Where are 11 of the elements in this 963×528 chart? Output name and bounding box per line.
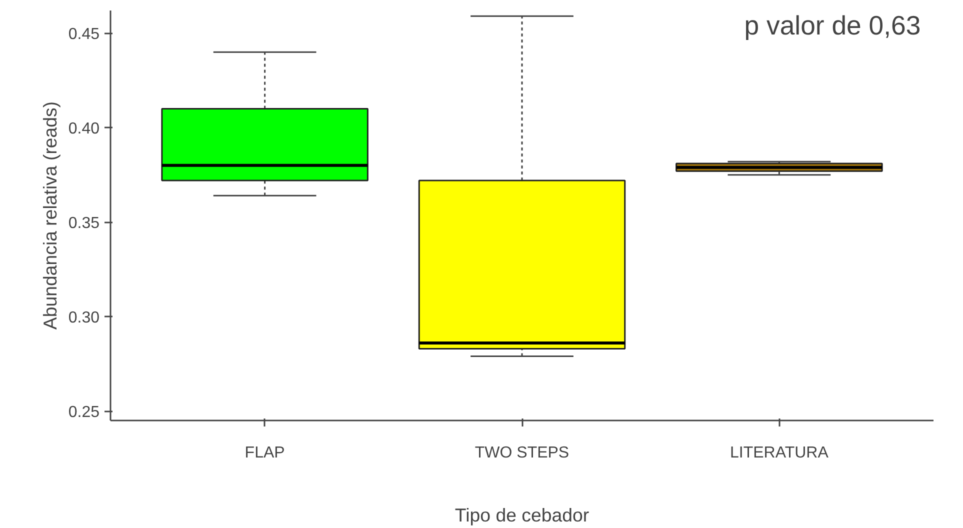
x-tick-label: LITERATURA [730,444,829,462]
annotation: p valor de 0,63 [744,10,921,40]
y-tick-label: 0.25 [68,404,100,422]
y-axis-title: Abundancia relativa (reads) [39,101,60,330]
y-tick-label: 0.30 [68,310,100,327]
y-tick-label: 0.45 [68,26,100,44]
y-tick-label: 0.35 [68,215,100,232]
y-tick-label: 0.40 [68,120,100,138]
x-tick-label: TWO STEPS [474,444,570,462]
x-tick-label: FLAP [244,444,285,462]
x-axis-title: Tipo de cebador [454,504,590,526]
